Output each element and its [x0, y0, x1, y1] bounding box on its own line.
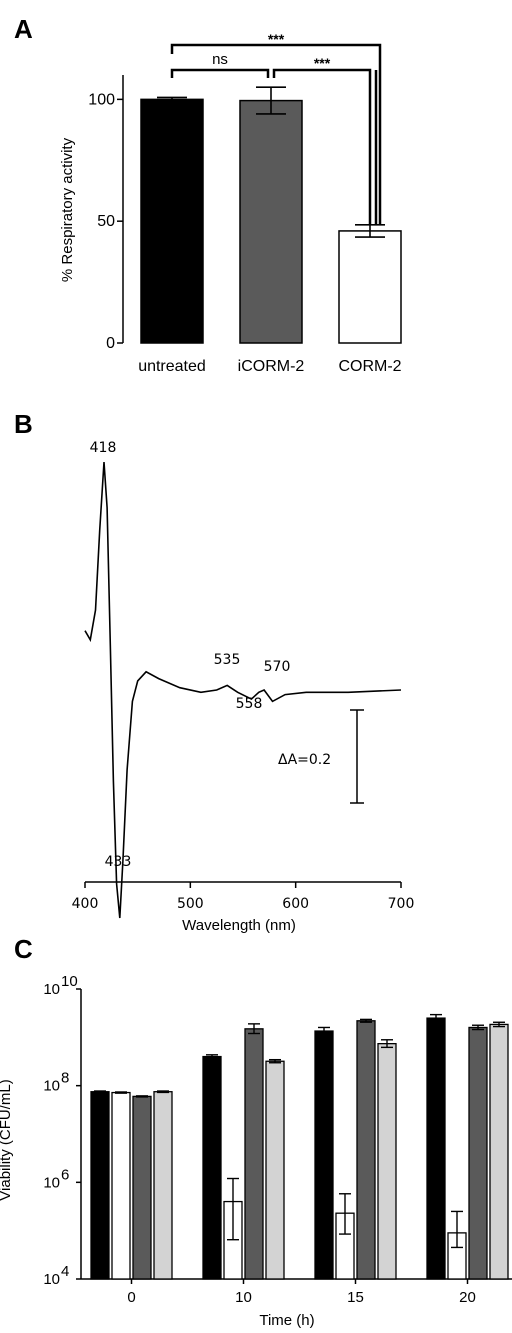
x-tick-label: 15 [347, 1289, 364, 1306]
bar-20-0 [426, 1017, 446, 1280]
bar-0-0 [90, 1091, 110, 1280]
panel-label-b: B [14, 409, 33, 439]
bracket-ns [170, 68, 270, 78]
y-axis-label: Viability (CFU/mL) [0, 1079, 14, 1200]
y-tick-labels: 0 50 100 [88, 91, 115, 352]
bar-10-0 [202, 1055, 222, 1280]
x-tick-label: 600 [282, 896, 309, 912]
y-tick-base: 10 [43, 1078, 60, 1095]
y-tick-exponent: 6 [61, 1166, 69, 1183]
x-tick-label: 400 [72, 896, 99, 912]
x-axis: 400 500 600 700 [72, 881, 415, 912]
bar-20-3 [489, 1023, 509, 1280]
peak-label-535: 535 [214, 652, 241, 668]
y-tick-label: 0 [106, 335, 115, 352]
y-tick-base: 10 [43, 1174, 60, 1191]
x-axis-label: Time (h) [259, 1312, 314, 1329]
bar-0-3 [153, 1091, 173, 1280]
bar-0-2 [132, 1095, 152, 1280]
scale-bar-label: ΔA=0.2 [278, 752, 331, 768]
bar-10-2 [244, 1028, 264, 1280]
y-axis [117, 75, 124, 344]
bar-0-1 [111, 1091, 131, 1280]
x-tick-label: 20 [459, 1289, 476, 1306]
peak-labels: 418 433 535 558 570 [90, 440, 291, 870]
peak-label-433: 433 [105, 854, 132, 870]
bars [90, 1013, 509, 1280]
bar-CORM-2 [338, 230, 402, 344]
category-label: iCORM-2 [238, 358, 305, 375]
y-axis-label: % Respiratory activity [59, 137, 76, 282]
category-label: CORM-2 [338, 358, 401, 375]
x-tick-label: 500 [177, 896, 204, 912]
panel-label-c: C [14, 934, 33, 964]
y-tick-base: 10 [43, 981, 60, 998]
spectrum-line [84, 461, 402, 919]
y-tick-exponent: 4 [61, 1263, 69, 1280]
x-tick-label: 0 [127, 1289, 135, 1306]
bar-iCORM-2 [239, 99, 303, 344]
bar-untreated [140, 98, 204, 344]
panel-a: A % Respiratory activity 0 50 100 untreate… [14, 14, 402, 375]
y-tick-base: 10 [43, 1271, 60, 1288]
category-labels: untreated iCORM-2 CORM-2 [138, 358, 401, 375]
scale-bar: ΔA=0.2 [278, 709, 364, 804]
bracket-label: ns [212, 51, 228, 68]
bar-15-0 [314, 1030, 334, 1280]
bracket-untreated-corm [170, 43, 382, 225]
x-tick-label: 10 [235, 1289, 252, 1306]
bars [140, 86, 402, 344]
bar-10-3 [265, 1060, 285, 1280]
y-tick-label: 100 [88, 91, 115, 108]
peak-label-558: 558 [236, 696, 263, 712]
bar-15-3 [377, 1043, 397, 1280]
y-tick-label: 50 [97, 213, 115, 230]
bracket-icorm-corm [272, 68, 372, 225]
panel-label-a: A [14, 14, 33, 44]
x-axis-label: Wavelength (nm) [182, 917, 296, 934]
bracket-label: *** [314, 55, 331, 71]
bar-15-2 [356, 1020, 376, 1280]
x-tick-label: 700 [388, 896, 415, 912]
x-tick-labels: 0 10 15 20 [127, 1289, 476, 1306]
peak-label-418: 418 [90, 440, 117, 456]
peak-label-570: 570 [264, 659, 291, 675]
category-label: untreated [138, 358, 206, 375]
bracket-label: *** [268, 31, 285, 47]
significance-brackets: ns *** *** [170, 31, 382, 225]
panel-b: B 418 433 535 558 570 ΔA=0.2 400 500 600 700 Wa… [14, 409, 414, 934]
y-tick-exponent: 8 [61, 1070, 69, 1087]
bar-20-2 [468, 1026, 488, 1280]
y-tick-exponent: 10 [61, 973, 78, 990]
